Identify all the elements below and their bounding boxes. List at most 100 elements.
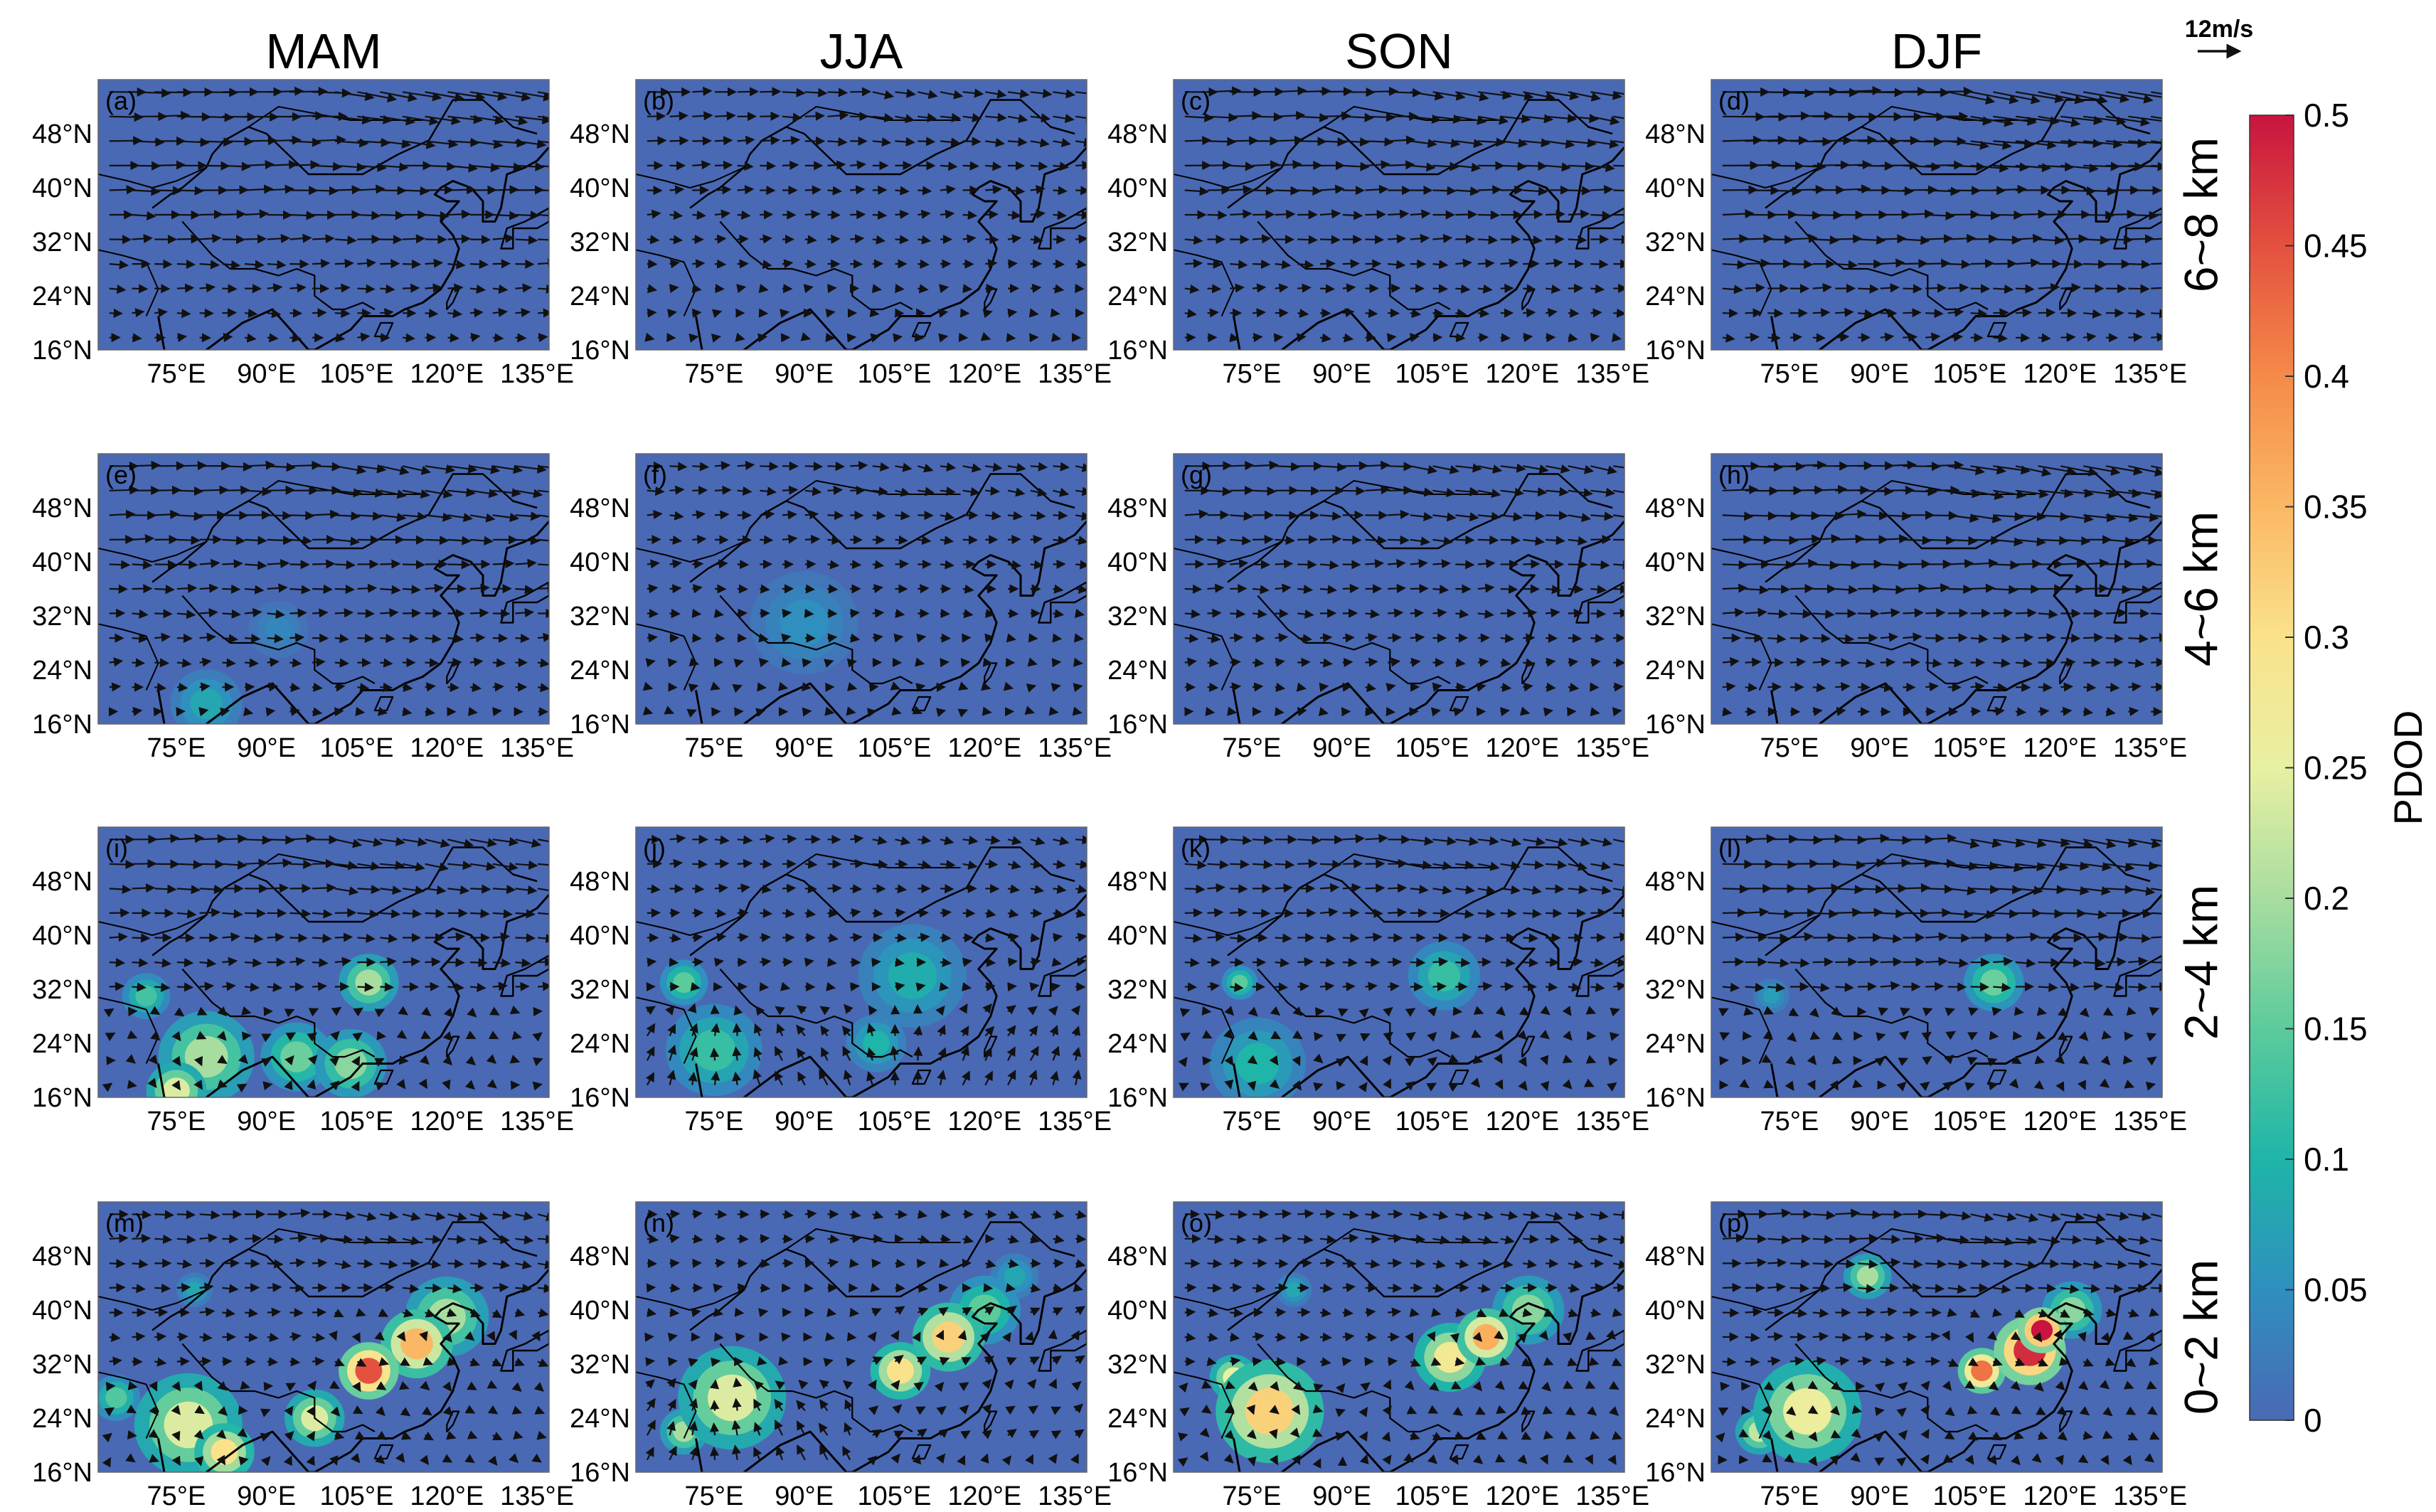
- wind-vector: [869, 308, 880, 318]
- wind-vector: [827, 957, 837, 967]
- wind-vector: [245, 536, 267, 545]
- wind-vector: [1993, 909, 2019, 919]
- wind-vector: [1590, 634, 1605, 644]
- wind-vector: [895, 535, 908, 545]
- wind-vector: [2078, 1331, 2087, 1343]
- wind-vector: [402, 283, 420, 293]
- wind-vector: [312, 933, 332, 943]
- wind-vector: [1858, 1331, 1875, 1341]
- wind-vector: [1342, 657, 1353, 668]
- wind-vector: [425, 658, 440, 668]
- wind-vector: [710, 1048, 720, 1061]
- wind-vector: [918, 112, 937, 122]
- wind-vector: [2128, 332, 2143, 342]
- wind-vector: [447, 283, 464, 293]
- wind-vector: [804, 87, 828, 98]
- wind-vector: [982, 706, 992, 716]
- wind-vector: [2060, 282, 2081, 293]
- wind-vector: [2038, 308, 2056, 318]
- wind-vector: [312, 958, 329, 968]
- wind-vector: [312, 1307, 327, 1317]
- wind-vector: [222, 332, 233, 343]
- wind-vector: [1835, 1259, 1856, 1269]
- wind-vector: [1857, 309, 1874, 319]
- wind-vector: [669, 136, 689, 146]
- x-tick-label: 90°E: [775, 359, 834, 389]
- wind-vector: [1947, 260, 1971, 270]
- wind-vector: [2038, 1259, 2060, 1269]
- wind-vector: [827, 160, 846, 170]
- wind-vector: [492, 162, 523, 172]
- wind-vector: [1546, 1234, 1560, 1244]
- x-tick-label: 105°E: [1395, 733, 1469, 763]
- wind-vector: [918, 235, 932, 245]
- map-content: [636, 86, 1087, 350]
- wind-vector: [824, 706, 835, 716]
- wind-vector: [1007, 186, 1026, 196]
- y-tick-label: 32°N: [1107, 975, 1168, 1005]
- wind-vector: [447, 657, 462, 668]
- wind-vector: [380, 633, 395, 644]
- wind-vector: [1767, 308, 1784, 319]
- wind-vector: [1229, 333, 1240, 343]
- y-tick-label: 24°N: [32, 656, 92, 686]
- wind-vector: [1545, 139, 1575, 149]
- wind-vector: [1075, 560, 1087, 570]
- wind-vector: [1313, 1383, 1324, 1393]
- x-tick-label: 105°E: [1933, 359, 2007, 389]
- y-tick-label: 32°N: [570, 602, 630, 632]
- wind-vector: [1722, 1308, 1740, 1318]
- wind-vector: [1523, 186, 1548, 196]
- wind-vector: [692, 908, 704, 918]
- wind-vector: [245, 835, 272, 845]
- wind-vector: [176, 957, 194, 968]
- wind-vector: [492, 633, 509, 643]
- wind-vector: [872, 511, 886, 521]
- wind-vector: [760, 111, 780, 121]
- x-tick-label: 105°E: [1933, 733, 2007, 763]
- wind-vector: [918, 1283, 928, 1293]
- wind-vector: [402, 634, 420, 644]
- wind-vector: [1252, 259, 1271, 270]
- wind-vector: [1500, 981, 1514, 991]
- wind-vector: [2038, 909, 2064, 919]
- wind-vector: [1812, 282, 1832, 293]
- wind-vector: [714, 461, 731, 471]
- wind-vector: [1477, 115, 1509, 125]
- wind-vector: [846, 1332, 857, 1342]
- wind-vector: [1925, 283, 1947, 293]
- wind-vector: [1227, 706, 1238, 716]
- wind-vector: [1336, 1033, 1347, 1043]
- x-tick-label: 75°E: [1760, 1481, 1819, 1511]
- x-tick-label: 75°E: [1222, 1107, 1281, 1136]
- wind-vector: [312, 608, 329, 618]
- y-tick-label: 40°N: [1107, 1296, 1168, 1326]
- wind-vector: [1857, 1006, 1867, 1016]
- wind-vector: [940, 137, 961, 147]
- wind-vector: [1275, 1307, 1287, 1317]
- wind-vector: [176, 1210, 196, 1220]
- wind-vector: [827, 234, 841, 244]
- wind-vector: [1613, 140, 1624, 144]
- wind-vector: [1835, 260, 1858, 270]
- wind-vector: [515, 933, 536, 943]
- panel-frame: [635, 79, 1087, 351]
- wind-vector: [1410, 233, 1430, 243]
- wind-vector: [735, 1332, 745, 1342]
- wind-vector: [109, 284, 127, 294]
- boundary-line: [1227, 99, 1613, 209]
- wind-vector: [827, 485, 844, 495]
- wind-vector: [492, 307, 509, 317]
- wind-vector: [962, 234, 977, 244]
- wind-vector: [1342, 161, 1370, 171]
- wind-vector: [647, 908, 661, 918]
- wind-vector: [267, 260, 287, 270]
- panel-label: (p): [1718, 1208, 1750, 1237]
- wind-vector: [380, 259, 400, 269]
- wind-vector: [1024, 706, 1036, 715]
- wind-vector: [688, 333, 699, 343]
- wind-vector: [1568, 138, 1597, 148]
- y-tick-label: 48°N: [570, 1242, 630, 1272]
- x-tick-label: 90°E: [1312, 733, 1371, 763]
- wind-vector: [938, 1283, 949, 1293]
